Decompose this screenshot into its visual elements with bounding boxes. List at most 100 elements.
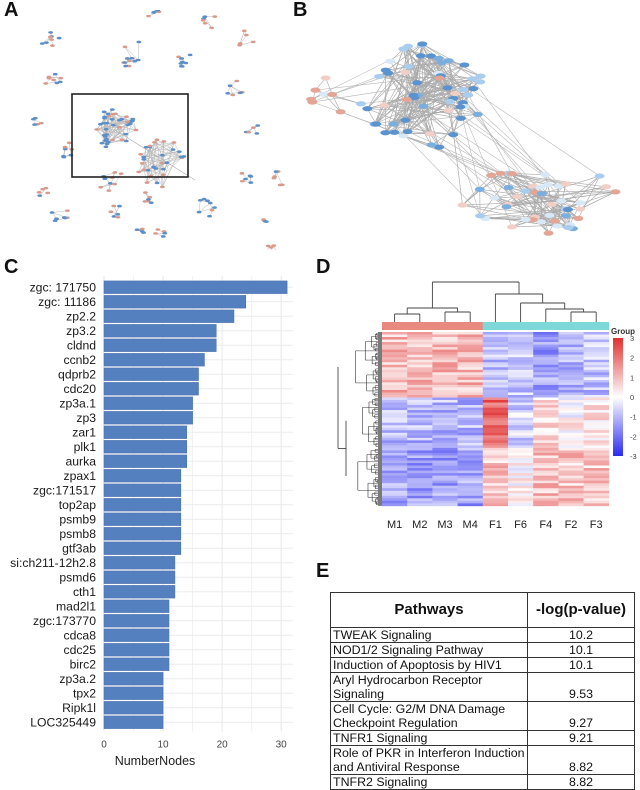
network-node	[67, 141, 72, 144]
category-label: cdc25	[63, 643, 96, 657]
category-label: psmb9	[59, 513, 96, 527]
heatmap-cell	[458, 410, 484, 413]
network-node	[448, 132, 458, 137]
network-node	[125, 124, 130, 127]
heatmap-cell	[407, 385, 433, 388]
heatmap-cell	[432, 466, 458, 469]
heatmap-cell	[584, 355, 610, 358]
category-label: plk1	[74, 440, 97, 454]
heatmap-cell	[458, 488, 484, 491]
heatmap-cell	[483, 370, 509, 373]
heatmap-cell	[432, 400, 458, 403]
log-p-value: 9.21	[528, 731, 635, 746]
heatmap-cell	[382, 476, 408, 479]
heatmap-cell	[382, 400, 408, 403]
network-node	[502, 204, 512, 209]
column-label: F3	[590, 519, 603, 531]
heatmap-cell	[558, 355, 584, 358]
heatmap-cell	[533, 398, 559, 401]
heatmap-cell	[382, 501, 408, 504]
heatmap-cell	[458, 405, 484, 408]
network-node	[374, 74, 384, 79]
heatmap-cell	[558, 455, 584, 458]
heatmap-cell	[458, 337, 484, 340]
heatmap-cell	[508, 418, 534, 421]
bar	[104, 426, 187, 439]
heatmap-cell	[558, 337, 584, 340]
heatmap-cell	[432, 433, 458, 436]
bar	[104, 513, 181, 526]
heatmap-cell	[483, 385, 509, 388]
heatmap-cell	[584, 445, 610, 448]
network-node	[561, 181, 571, 186]
heatmap-cell	[483, 486, 509, 489]
heatmap-cell	[533, 433, 559, 436]
heatmap-cell	[432, 380, 458, 383]
heatmap-cell	[432, 398, 458, 401]
network-node	[130, 118, 135, 121]
heatmap-cell	[407, 443, 433, 446]
heatmap-cell	[382, 380, 408, 383]
heatmap-row-dendrogram	[338, 332, 382, 506]
heatmap-cell	[483, 493, 509, 496]
network-node	[37, 194, 42, 197]
heatmap-cell	[407, 380, 433, 383]
heatmap-cell	[407, 352, 433, 355]
heatmap-cell	[407, 370, 433, 373]
heatmap-cell	[584, 455, 610, 458]
heatmap-cell	[508, 503, 534, 506]
heatmap-cell	[558, 491, 584, 494]
heatmap-cell	[382, 450, 408, 453]
heatmap-legend-title: Group	[611, 327, 635, 336]
heatmap-cell	[382, 375, 408, 378]
heatmap-cell	[533, 458, 559, 461]
heatmap-cell	[483, 380, 509, 383]
heatmap-cell	[483, 350, 509, 353]
network-node	[207, 215, 212, 218]
heatmap-cell	[508, 395, 534, 398]
heatmap-cell	[584, 340, 610, 343]
heatmap-cell	[458, 430, 484, 433]
heatmap-cell	[382, 503, 408, 506]
heatmap-cell	[533, 415, 559, 418]
heatmap-cell	[407, 335, 433, 338]
heatmap-cell	[407, 355, 433, 358]
heatmap-cell	[508, 400, 534, 403]
pathway-name: TWEAK Signaling	[331, 628, 528, 643]
bar	[104, 498, 181, 511]
heatmap-cell	[458, 385, 484, 388]
category-label: zar1	[72, 426, 96, 440]
heatmap-cell	[508, 372, 534, 375]
network-node	[179, 156, 184, 159]
heatmap-cell	[458, 428, 484, 431]
heatmap-cell	[508, 420, 534, 423]
heatmap-cell	[407, 450, 433, 453]
network-node	[561, 213, 571, 218]
network-node	[412, 80, 422, 85]
heatmap-cell	[458, 501, 484, 504]
heatmap-cell	[533, 392, 559, 395]
heatmap-cell	[483, 428, 509, 431]
network-node	[425, 131, 435, 136]
network-node	[171, 148, 176, 151]
column-label: M2	[412, 519, 427, 531]
log-p-value: 10.1	[528, 643, 635, 658]
bar	[104, 527, 181, 540]
network-node	[115, 213, 120, 216]
heatmap-cell	[533, 362, 559, 365]
network-edge	[422, 44, 535, 192]
heatmap-cell	[533, 390, 559, 393]
heatmap-cell	[382, 443, 408, 446]
heatmap-cell	[558, 435, 584, 438]
heatmap-cell	[483, 357, 509, 360]
heatmap-cell	[508, 332, 534, 335]
heatmap-cell	[407, 476, 433, 479]
pathway-name-line: TWEAK Signaling	[333, 628, 431, 642]
network-node	[225, 92, 230, 95]
heatmap-cell	[458, 380, 484, 383]
heatmap-cell	[533, 450, 559, 453]
network-node	[575, 206, 585, 211]
heatmap-cell	[432, 360, 458, 363]
heatmap-cell	[558, 450, 584, 453]
